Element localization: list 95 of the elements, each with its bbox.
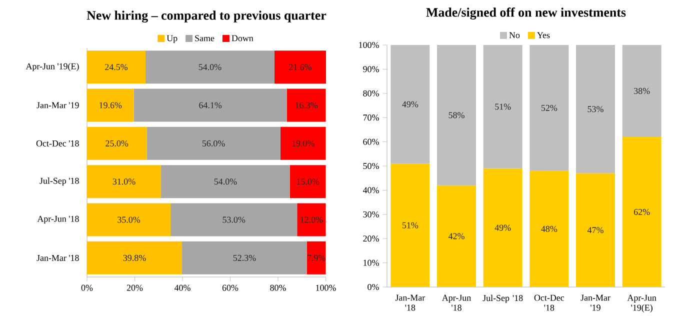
y-tick-label: Apr-Jun '18 xyxy=(37,216,79,224)
x-tick-label: Jul-Sep '18 xyxy=(482,294,523,303)
y-tick-label: 30% xyxy=(363,211,379,218)
y-tick-label: Oct-Dec '18 xyxy=(36,140,79,146)
y-tick-label: 50% xyxy=(363,162,379,170)
data-label: 56.0% xyxy=(202,140,225,146)
data-label: 31.0% xyxy=(112,178,136,185)
data-label: 49% xyxy=(494,224,511,231)
data-label: 12.0% xyxy=(300,216,323,223)
bar xyxy=(286,88,326,122)
data-label: 38% xyxy=(634,88,650,94)
y-tick-label: 60% xyxy=(363,138,379,145)
data-label: 24.5% xyxy=(105,64,128,70)
bar xyxy=(87,126,147,160)
data-label: 25.0% xyxy=(106,140,128,146)
y-tick-label: 20% xyxy=(363,236,379,242)
x-tick-label: 80% xyxy=(270,284,286,291)
legend-label: Up xyxy=(166,35,178,44)
bar xyxy=(530,170,569,287)
x-tick-label: 40% xyxy=(174,284,190,291)
x-tick-label: Apr-Jun '19(E) xyxy=(627,294,656,313)
data-label: 54.0% xyxy=(214,178,237,185)
data-label: 58% xyxy=(448,112,464,118)
bar xyxy=(161,165,290,198)
data-label: 39.8% xyxy=(123,254,146,261)
bar xyxy=(483,168,522,287)
y-tick-label: 90% xyxy=(363,66,379,72)
bar xyxy=(146,126,280,160)
data-label: 47% xyxy=(587,227,604,234)
legend-label: Down xyxy=(232,35,254,42)
data-label: 64.1% xyxy=(199,102,222,108)
data-label: 7.9% xyxy=(308,254,326,261)
bar xyxy=(170,203,298,236)
bar xyxy=(437,45,476,186)
legend-label: Same xyxy=(195,35,214,42)
bar xyxy=(576,173,615,287)
data-label: 53.0% xyxy=(222,216,246,223)
data-label: 51% xyxy=(402,222,418,228)
x-tick-label: 20% xyxy=(126,284,143,291)
data-label: 52.3% xyxy=(233,254,256,261)
bar xyxy=(87,165,162,198)
data-label: 53% xyxy=(588,106,604,112)
data-label: 49% xyxy=(402,101,418,108)
x-tick-label: Apr-Jun '18 xyxy=(442,294,471,311)
x-tick-label: 0% xyxy=(81,284,93,291)
bar xyxy=(290,165,326,198)
chart-title: Made/signed off on new investments xyxy=(426,8,626,20)
legend-label: No xyxy=(509,32,520,38)
data-label: 15.0% xyxy=(297,178,320,185)
bar xyxy=(437,185,476,287)
y-tick-label: Jul-Sep '18 xyxy=(40,178,79,186)
bar xyxy=(622,136,662,287)
bar xyxy=(87,88,134,122)
x-tick-label: Oct-Dec '18 xyxy=(534,294,564,311)
data-label: 42% xyxy=(448,233,464,240)
data-label: 16.3% xyxy=(296,102,318,108)
data-label: 19.0% xyxy=(292,140,314,146)
y-tick-label: Apr-Jun '19(E) xyxy=(26,63,79,72)
data-label: 19.6% xyxy=(100,102,122,108)
bar xyxy=(306,241,326,274)
data-label: 52% xyxy=(541,104,558,111)
bar xyxy=(280,126,326,160)
data-label: 21.6% xyxy=(289,64,312,70)
bar xyxy=(274,50,326,84)
y-tick-label: Jan-Mar '19 xyxy=(36,102,79,108)
bar xyxy=(297,203,326,236)
y-tick-label: Jan-Mar '18 xyxy=(36,254,79,261)
bar xyxy=(622,45,662,137)
legend-label: Yes xyxy=(537,32,550,38)
x-tick-label: 100% xyxy=(316,284,336,291)
data-label: 35.0% xyxy=(118,216,140,223)
x-tick-label: Jan-Mar '19 xyxy=(580,294,610,311)
y-tick-label: 80% xyxy=(363,90,379,96)
y-tick-label: 100% xyxy=(359,42,379,48)
y-tick-label: 40% xyxy=(362,187,379,194)
bar xyxy=(530,45,569,171)
y-tick-label: 70% xyxy=(363,114,379,121)
bar xyxy=(145,50,274,84)
data-label: 62% xyxy=(634,208,650,216)
data-label: 48% xyxy=(541,226,558,232)
bar xyxy=(390,45,430,164)
bar xyxy=(182,241,307,274)
bar xyxy=(483,45,522,168)
y-tick-label: 10% xyxy=(364,260,379,266)
bar xyxy=(390,164,430,287)
bar xyxy=(134,88,287,122)
bar xyxy=(87,203,171,236)
chart-title: New hiring – compared to previous quarter xyxy=(86,10,326,23)
x-tick-label: 60% xyxy=(222,284,238,291)
data-label: 54.0% xyxy=(198,64,222,70)
data-label: 51% xyxy=(495,104,511,110)
bar xyxy=(576,45,615,174)
bar xyxy=(87,241,182,274)
x-tick-label: Jan-Mar '18 xyxy=(395,294,426,311)
bar xyxy=(87,50,146,84)
